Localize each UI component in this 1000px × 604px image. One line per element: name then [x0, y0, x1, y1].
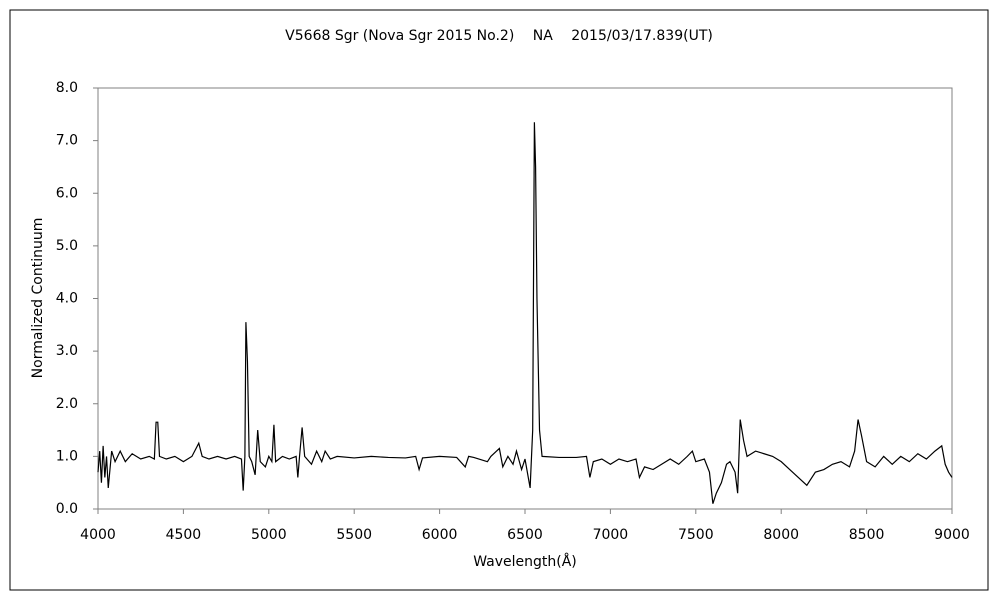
y-tick-label: 4.0	[56, 291, 78, 307]
x-tick-label: 6500	[507, 527, 543, 543]
y-axis-label: Normalized Continuum	[30, 218, 46, 379]
x-tick-label: 4500	[166, 527, 202, 543]
y-tick-label: 6.0	[56, 185, 78, 201]
y-tick-label: 3.0	[56, 343, 78, 359]
y-tick-label: 2.0	[56, 396, 78, 412]
y-tick-label: 0.0	[56, 501, 78, 517]
x-tick-label: 4000	[80, 527, 116, 543]
x-tick-label: 8000	[763, 527, 799, 543]
y-tick-label: 1.0	[56, 448, 78, 464]
spectrum-line	[97, 122, 953, 504]
x-tick-label: 7000	[593, 527, 629, 543]
x-tick-label: 6000	[422, 527, 458, 543]
chart-frame	[9, 9, 989, 591]
y-tick-label: 8.0	[56, 80, 78, 96]
y-tick-label: 5.0	[56, 238, 78, 254]
x-tick-label: 5000	[251, 527, 287, 543]
x-tick-label: 8500	[849, 527, 885, 543]
y-tick-label: 7.0	[56, 133, 78, 149]
x-axis-label: Wavelength(Å)	[473, 553, 577, 570]
x-tick-label: 9000	[934, 527, 970, 543]
chart-title: V5668 Sgr (Nova Sgr 2015 No.2) NA 2015/0…	[285, 28, 713, 44]
x-tick-label: 5500	[336, 527, 372, 543]
x-tick-label: 7500	[678, 527, 714, 543]
